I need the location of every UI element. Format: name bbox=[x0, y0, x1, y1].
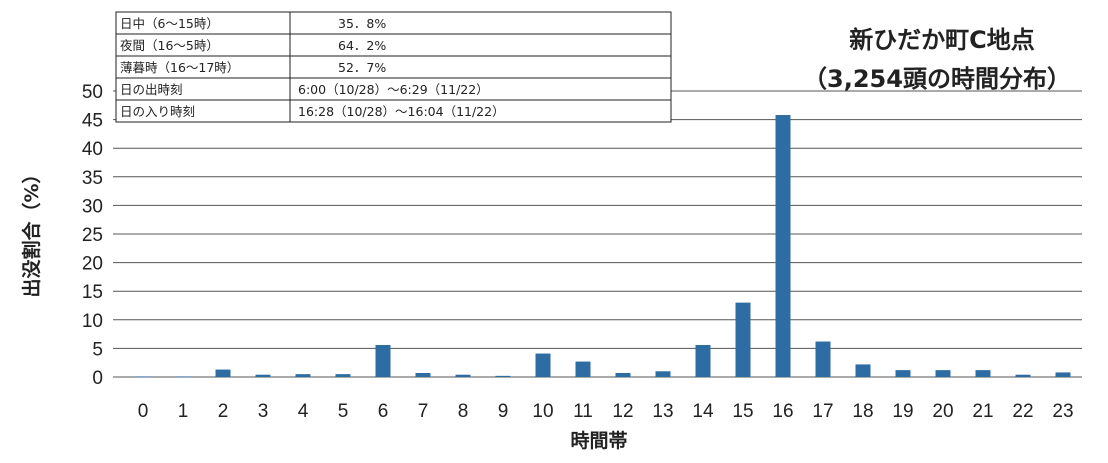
y-tick-label: 15 bbox=[82, 282, 103, 303]
x-axis-title: 時間帯 bbox=[570, 429, 627, 452]
x-tick-label: 8 bbox=[458, 401, 469, 422]
bar bbox=[695, 344, 711, 377]
y-tick-label: 50 bbox=[82, 82, 103, 103]
x-tick-label: 4 bbox=[298, 401, 309, 422]
x-tick-label: 20 bbox=[932, 401, 953, 422]
grid-lines bbox=[113, 90, 1082, 378]
bars bbox=[135, 115, 1071, 378]
y-tick-labels: 0 5 10 15 20 25 30 35 40 45 50 bbox=[82, 82, 103, 389]
bar bbox=[775, 115, 791, 378]
bar bbox=[855, 364, 871, 377]
bar bbox=[335, 374, 351, 377]
bar bbox=[935, 370, 951, 377]
x-tick-label: 19 bbox=[892, 401, 913, 422]
chart-subtitle: （3,254頭の時間分布） bbox=[803, 65, 1071, 93]
y-axis-title: 出没割合（%） bbox=[20, 164, 43, 297]
y-tick-label: 30 bbox=[82, 196, 103, 217]
bar bbox=[735, 302, 751, 377]
table-row-value: 35．8% bbox=[338, 16, 386, 31]
table-row-label: 日の出時刻 bbox=[120, 82, 183, 97]
table-row-label: 日の入り時刻 bbox=[120, 104, 195, 119]
x-tick-label: 12 bbox=[612, 401, 633, 422]
y-tick-label: 40 bbox=[82, 139, 103, 160]
table-row-label: 薄暮時（16〜17時） bbox=[120, 60, 239, 75]
bar bbox=[655, 371, 671, 377]
summary-table: 日中（6〜15時） 35．8% 夜間（16〜5時） 64．2% 薄暮時（16〜17時） 5… bbox=[115, 11, 672, 123]
bar bbox=[975, 370, 991, 377]
bar bbox=[135, 376, 151, 378]
x-tick-label: 2 bbox=[218, 401, 229, 422]
table-border bbox=[115, 11, 672, 123]
bar bbox=[295, 374, 311, 377]
bar bbox=[375, 344, 391, 377]
x-tick-label: 21 bbox=[972, 401, 993, 422]
x-tick-label: 1 bbox=[178, 401, 189, 422]
y-tick-label: 0 bbox=[92, 368, 103, 389]
bar bbox=[1015, 374, 1031, 377]
bar bbox=[495, 375, 511, 377]
y-tick-label: 25 bbox=[82, 225, 103, 246]
x-tick-label: 13 bbox=[652, 401, 673, 422]
table-row-label: 夜間（16〜5時） bbox=[120, 38, 219, 53]
x-tick-label: 11 bbox=[573, 401, 593, 422]
x-tick-label: 7 bbox=[418, 401, 429, 422]
x-tick-label: 16 bbox=[772, 401, 793, 422]
y-tick-label: 20 bbox=[82, 254, 103, 275]
x-tick-label: 10 bbox=[532, 401, 553, 422]
x-tick-label: 14 bbox=[692, 401, 714, 422]
table-row-value: 52．7% bbox=[338, 60, 386, 75]
bar bbox=[255, 374, 271, 377]
bar bbox=[615, 372, 631, 377]
x-tick-label: 9 bbox=[498, 401, 509, 422]
y-tick-label: 45 bbox=[82, 111, 103, 132]
table-row-value: 64．2% bbox=[338, 38, 386, 53]
bar bbox=[415, 372, 431, 377]
bar bbox=[815, 341, 831, 377]
bar bbox=[175, 376, 191, 378]
bar bbox=[1055, 372, 1071, 377]
y-tick-label: 10 bbox=[82, 311, 103, 332]
x-tick-labels: 0 1 2 3 4 5 6 7 8 9 10 11 12 13 14 15 16 17 18 19 20 21 22 23 bbox=[138, 401, 1074, 422]
chart-title: 新ひだか町C地点 bbox=[849, 26, 1035, 54]
bar bbox=[895, 370, 911, 377]
x-tick-label: 17 bbox=[812, 401, 833, 422]
bar bbox=[535, 353, 551, 377]
bar bbox=[215, 369, 231, 377]
x-tick-label: 22 bbox=[1012, 401, 1033, 422]
x-tick-label: 0 bbox=[138, 401, 149, 422]
y-tick-label: 35 bbox=[82, 168, 103, 189]
x-tick-label: 6 bbox=[378, 401, 389, 422]
x-tick-label: 18 bbox=[852, 401, 873, 422]
x-tick-label: 15 bbox=[732, 401, 753, 422]
bar bbox=[455, 374, 471, 377]
x-tick-label: 3 bbox=[258, 401, 269, 422]
x-tick-label: 5 bbox=[338, 401, 349, 422]
y-tick-label: 5 bbox=[92, 339, 103, 360]
x-tick-label: 23 bbox=[1052, 401, 1073, 422]
table-row-value: 16:28（10/28）〜16:04（11/22） bbox=[298, 104, 505, 119]
table-row-value: 6:00（10/28）〜6:29（11/22） bbox=[298, 82, 489, 97]
table-row-label: 日中（6〜15時） bbox=[120, 16, 219, 31]
bar bbox=[575, 361, 591, 377]
